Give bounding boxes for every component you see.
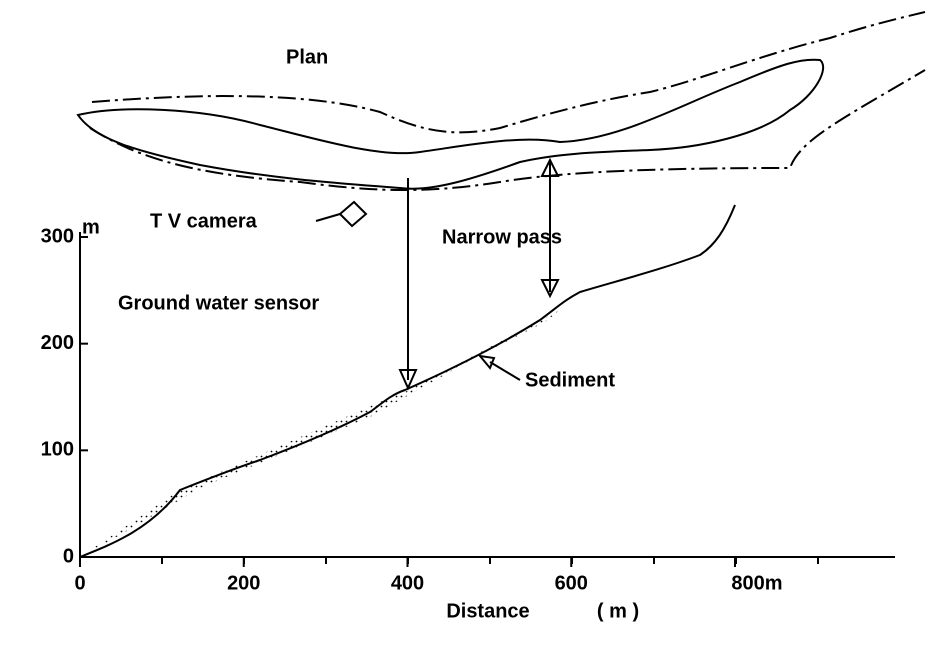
narrow-pass-arrow: [540, 157, 560, 299]
x-tick-label: 0: [74, 572, 85, 594]
x-tick-label: 400: [391, 572, 424, 594]
x-axis-title: Distance: [446, 600, 529, 622]
plan-outer-boundary: [89, 69, 926, 191]
x-axis-unit: ( m ): [597, 600, 639, 622]
x-tick-label: 800m: [731, 572, 782, 594]
label: Narrow pass: [442, 226, 562, 248]
tv-camera-icon: [338, 200, 368, 228]
y-tick-label: 0: [63, 545, 74, 567]
y-unit: m: [82, 216, 100, 238]
x-tick-label: 200: [227, 572, 260, 594]
sediment-area: [80, 310, 560, 557]
sensor-arrow: [398, 178, 418, 391]
label: Sediment: [525, 369, 615, 391]
label: T V camera: [150, 210, 258, 232]
axis-line: [79, 232, 895, 558]
ground-profile: [79, 204, 736, 558]
y-tick-label: 200: [41, 332, 74, 354]
plan-landslide-area: [76, 58, 825, 190]
leader-line: [477, 354, 521, 381]
x-tick-label: 600: [555, 572, 588, 594]
plan-outer-boundary: [91, 11, 926, 134]
y-tick-label: 300: [41, 225, 74, 247]
label: Ground water sensor: [118, 292, 319, 314]
leader-line: [315, 213, 341, 222]
plan-title: Plan: [286, 46, 328, 68]
y-tick-label: 100: [41, 439, 74, 461]
